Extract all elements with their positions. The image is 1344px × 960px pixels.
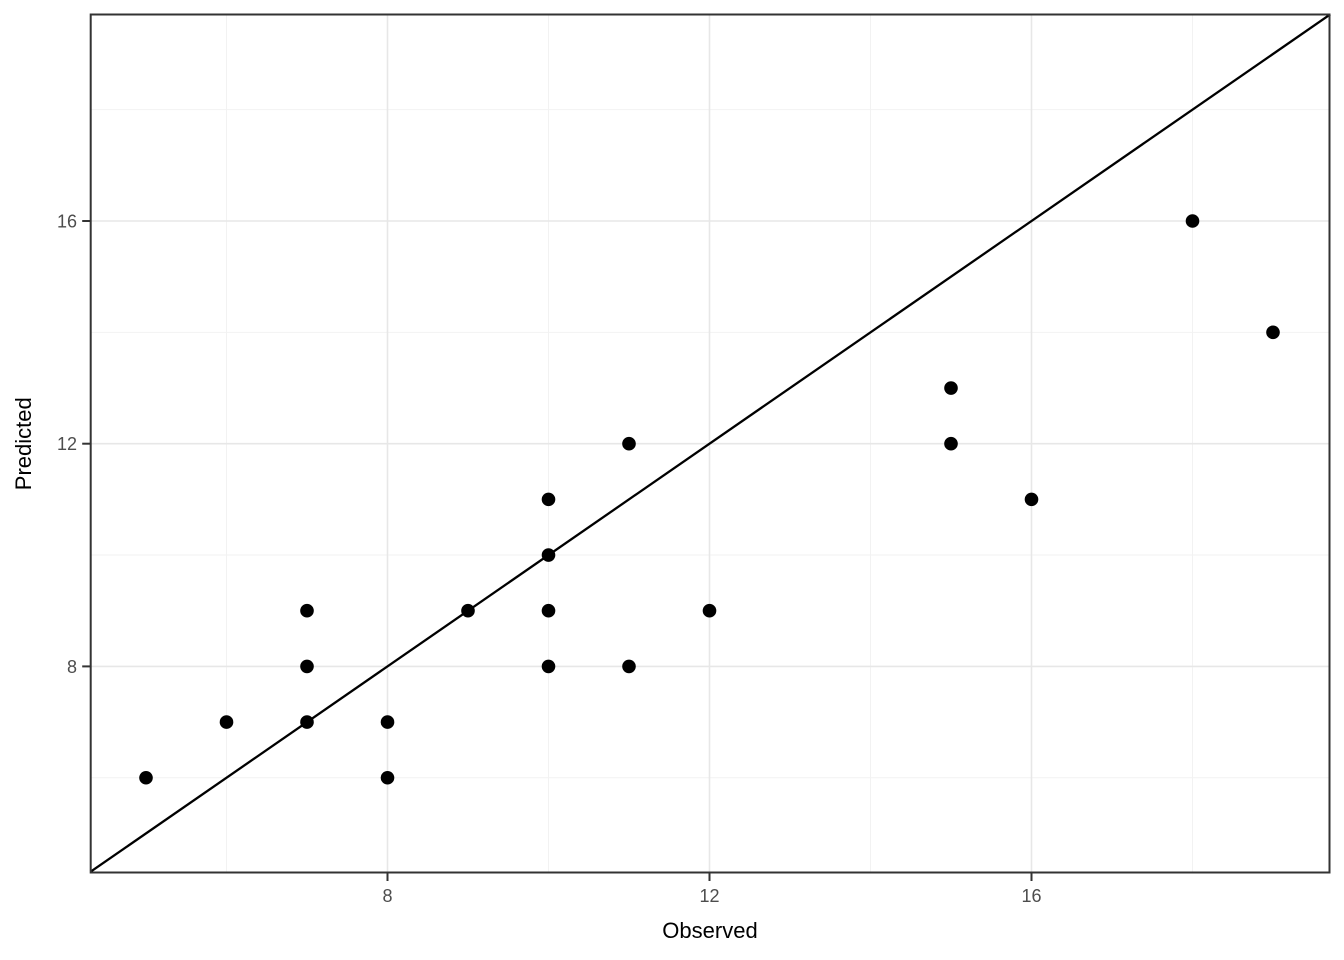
data-point <box>380 715 395 729</box>
data-points-layer <box>139 214 1280 785</box>
x-tick-label: 12 <box>699 886 719 906</box>
data-point <box>944 381 958 395</box>
data-point <box>702 603 717 618</box>
identity-line-layer <box>89 13 1331 873</box>
data-point <box>300 715 314 729</box>
data-point <box>300 659 314 674</box>
data-point <box>944 436 958 451</box>
data-point <box>622 436 636 451</box>
data-point <box>622 659 636 674</box>
data-point <box>139 770 153 785</box>
data-point <box>1185 214 1200 228</box>
axis-tick-labels-layer: 8 12 16 8 12 16 <box>57 212 1042 907</box>
data-point <box>380 770 395 785</box>
x-tick-label: 8 <box>382 886 392 906</box>
data-point <box>541 548 556 562</box>
y-tick-label: 12 <box>57 434 77 454</box>
x-axis-title: Observed <box>662 918 757 943</box>
y-tick-label: 16 <box>57 212 77 232</box>
data-point <box>1266 325 1280 340</box>
y-axis-title: Predicted <box>11 397 36 490</box>
data-point <box>300 603 314 618</box>
data-point <box>461 603 475 618</box>
y-tick-label: 8 <box>67 657 77 677</box>
data-point <box>541 492 556 507</box>
identity-line <box>89 13 1331 873</box>
data-point <box>219 715 234 729</box>
data-point <box>541 603 556 618</box>
x-tick-label: 16 <box>1021 886 1041 906</box>
data-point <box>541 659 556 674</box>
axis-ticks-layer <box>82 220 1033 881</box>
data-point <box>1024 492 1039 507</box>
